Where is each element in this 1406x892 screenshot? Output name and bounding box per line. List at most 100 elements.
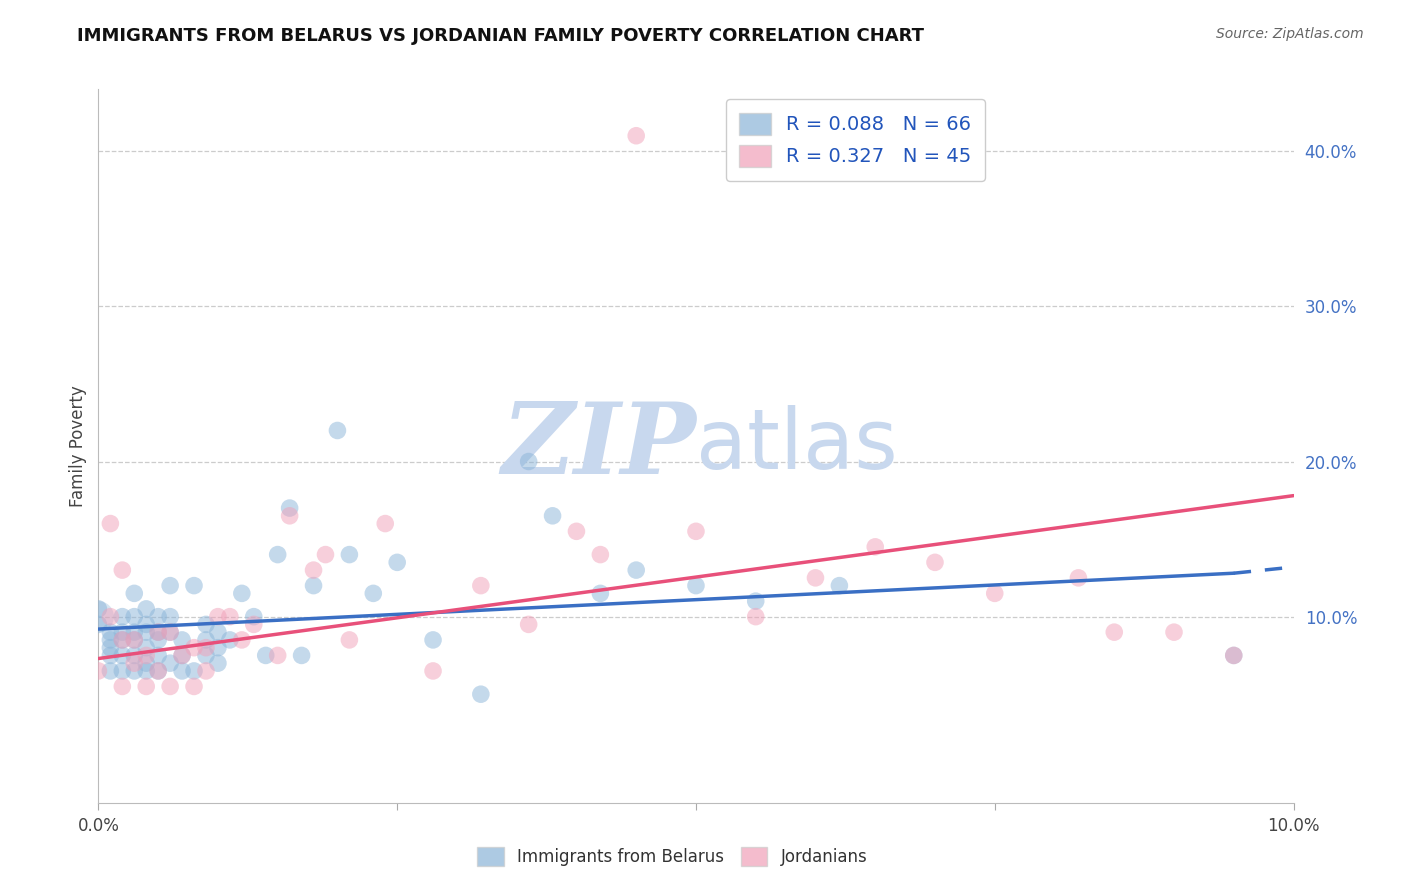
Point xyxy=(172,632,194,647)
Point xyxy=(541,508,564,523)
Point xyxy=(98,609,122,624)
Point xyxy=(135,625,157,640)
Point xyxy=(135,602,157,616)
Point xyxy=(565,524,588,539)
Point xyxy=(111,625,134,640)
Point xyxy=(924,555,946,569)
Point xyxy=(195,648,218,663)
Point xyxy=(207,625,229,640)
Point xyxy=(589,586,612,600)
Point xyxy=(183,579,205,593)
Point xyxy=(135,664,157,678)
Point xyxy=(159,656,181,670)
Text: ZIP: ZIP xyxy=(501,398,696,494)
Point xyxy=(1104,625,1126,640)
Point xyxy=(385,555,409,569)
Point xyxy=(148,632,170,647)
Point xyxy=(339,548,361,562)
Legend: Immigrants from Belarus, Jordanians: Immigrants from Belarus, Jordanians xyxy=(470,840,875,873)
Text: atlas: atlas xyxy=(696,406,897,486)
Point xyxy=(111,563,134,577)
Point xyxy=(98,648,122,663)
Point xyxy=(804,571,827,585)
Point xyxy=(135,656,157,670)
Point xyxy=(267,648,290,663)
Point xyxy=(1067,571,1090,585)
Point xyxy=(278,508,301,523)
Point xyxy=(195,632,218,647)
Text: Source: ZipAtlas.com: Source: ZipAtlas.com xyxy=(1216,27,1364,41)
Point xyxy=(159,579,181,593)
Point xyxy=(315,548,337,562)
Point xyxy=(87,609,110,624)
Point xyxy=(685,524,707,539)
Point xyxy=(470,579,492,593)
Point xyxy=(685,579,707,593)
Point xyxy=(124,632,146,647)
Point xyxy=(278,501,301,516)
Point xyxy=(148,625,170,640)
Point xyxy=(98,516,122,531)
Point xyxy=(124,609,146,624)
Point xyxy=(243,609,266,624)
Point xyxy=(267,548,290,562)
Point xyxy=(195,664,218,678)
Point xyxy=(326,424,349,438)
Point xyxy=(148,648,170,663)
Point xyxy=(517,617,540,632)
Point xyxy=(124,632,146,647)
Point xyxy=(98,625,122,640)
Point xyxy=(626,563,648,577)
Point xyxy=(231,632,253,647)
Point xyxy=(302,563,325,577)
Point xyxy=(159,680,181,694)
Point xyxy=(148,664,170,678)
Point xyxy=(124,625,146,640)
Point xyxy=(1223,648,1246,663)
Point xyxy=(207,656,229,670)
Point xyxy=(111,680,134,694)
Point xyxy=(363,586,385,600)
Point xyxy=(124,656,146,670)
Point xyxy=(135,640,157,655)
Point xyxy=(111,632,134,647)
Point xyxy=(302,579,325,593)
Point xyxy=(183,664,205,678)
Point xyxy=(183,680,205,694)
Point xyxy=(984,586,1007,600)
Point xyxy=(87,602,110,616)
Point xyxy=(148,664,170,678)
Point xyxy=(135,617,157,632)
Y-axis label: Family Poverty: Family Poverty xyxy=(69,385,87,507)
Point xyxy=(183,640,205,655)
Point xyxy=(374,516,396,531)
Point xyxy=(517,454,540,468)
Point xyxy=(422,664,444,678)
Point xyxy=(124,664,146,678)
Point xyxy=(111,609,134,624)
Point xyxy=(207,640,229,655)
Point xyxy=(470,687,492,701)
Point xyxy=(195,640,218,655)
Point xyxy=(207,609,229,624)
Point xyxy=(98,640,122,655)
Point xyxy=(111,664,134,678)
Point xyxy=(98,664,122,678)
Point xyxy=(159,625,181,640)
Point xyxy=(339,632,361,647)
Point xyxy=(98,632,122,647)
Point xyxy=(172,664,194,678)
Point xyxy=(111,648,134,663)
Point xyxy=(1223,648,1246,663)
Point xyxy=(865,540,887,554)
Point xyxy=(172,648,194,663)
Text: IMMIGRANTS FROM BELARUS VS JORDANIAN FAMILY POVERTY CORRELATION CHART: IMMIGRANTS FROM BELARUS VS JORDANIAN FAM… xyxy=(77,27,924,45)
Point xyxy=(111,632,134,647)
Point xyxy=(589,548,612,562)
Point xyxy=(148,609,170,624)
Point xyxy=(172,648,194,663)
Point xyxy=(135,648,157,663)
Point xyxy=(243,617,266,632)
Point xyxy=(87,617,110,632)
Point xyxy=(422,632,444,647)
